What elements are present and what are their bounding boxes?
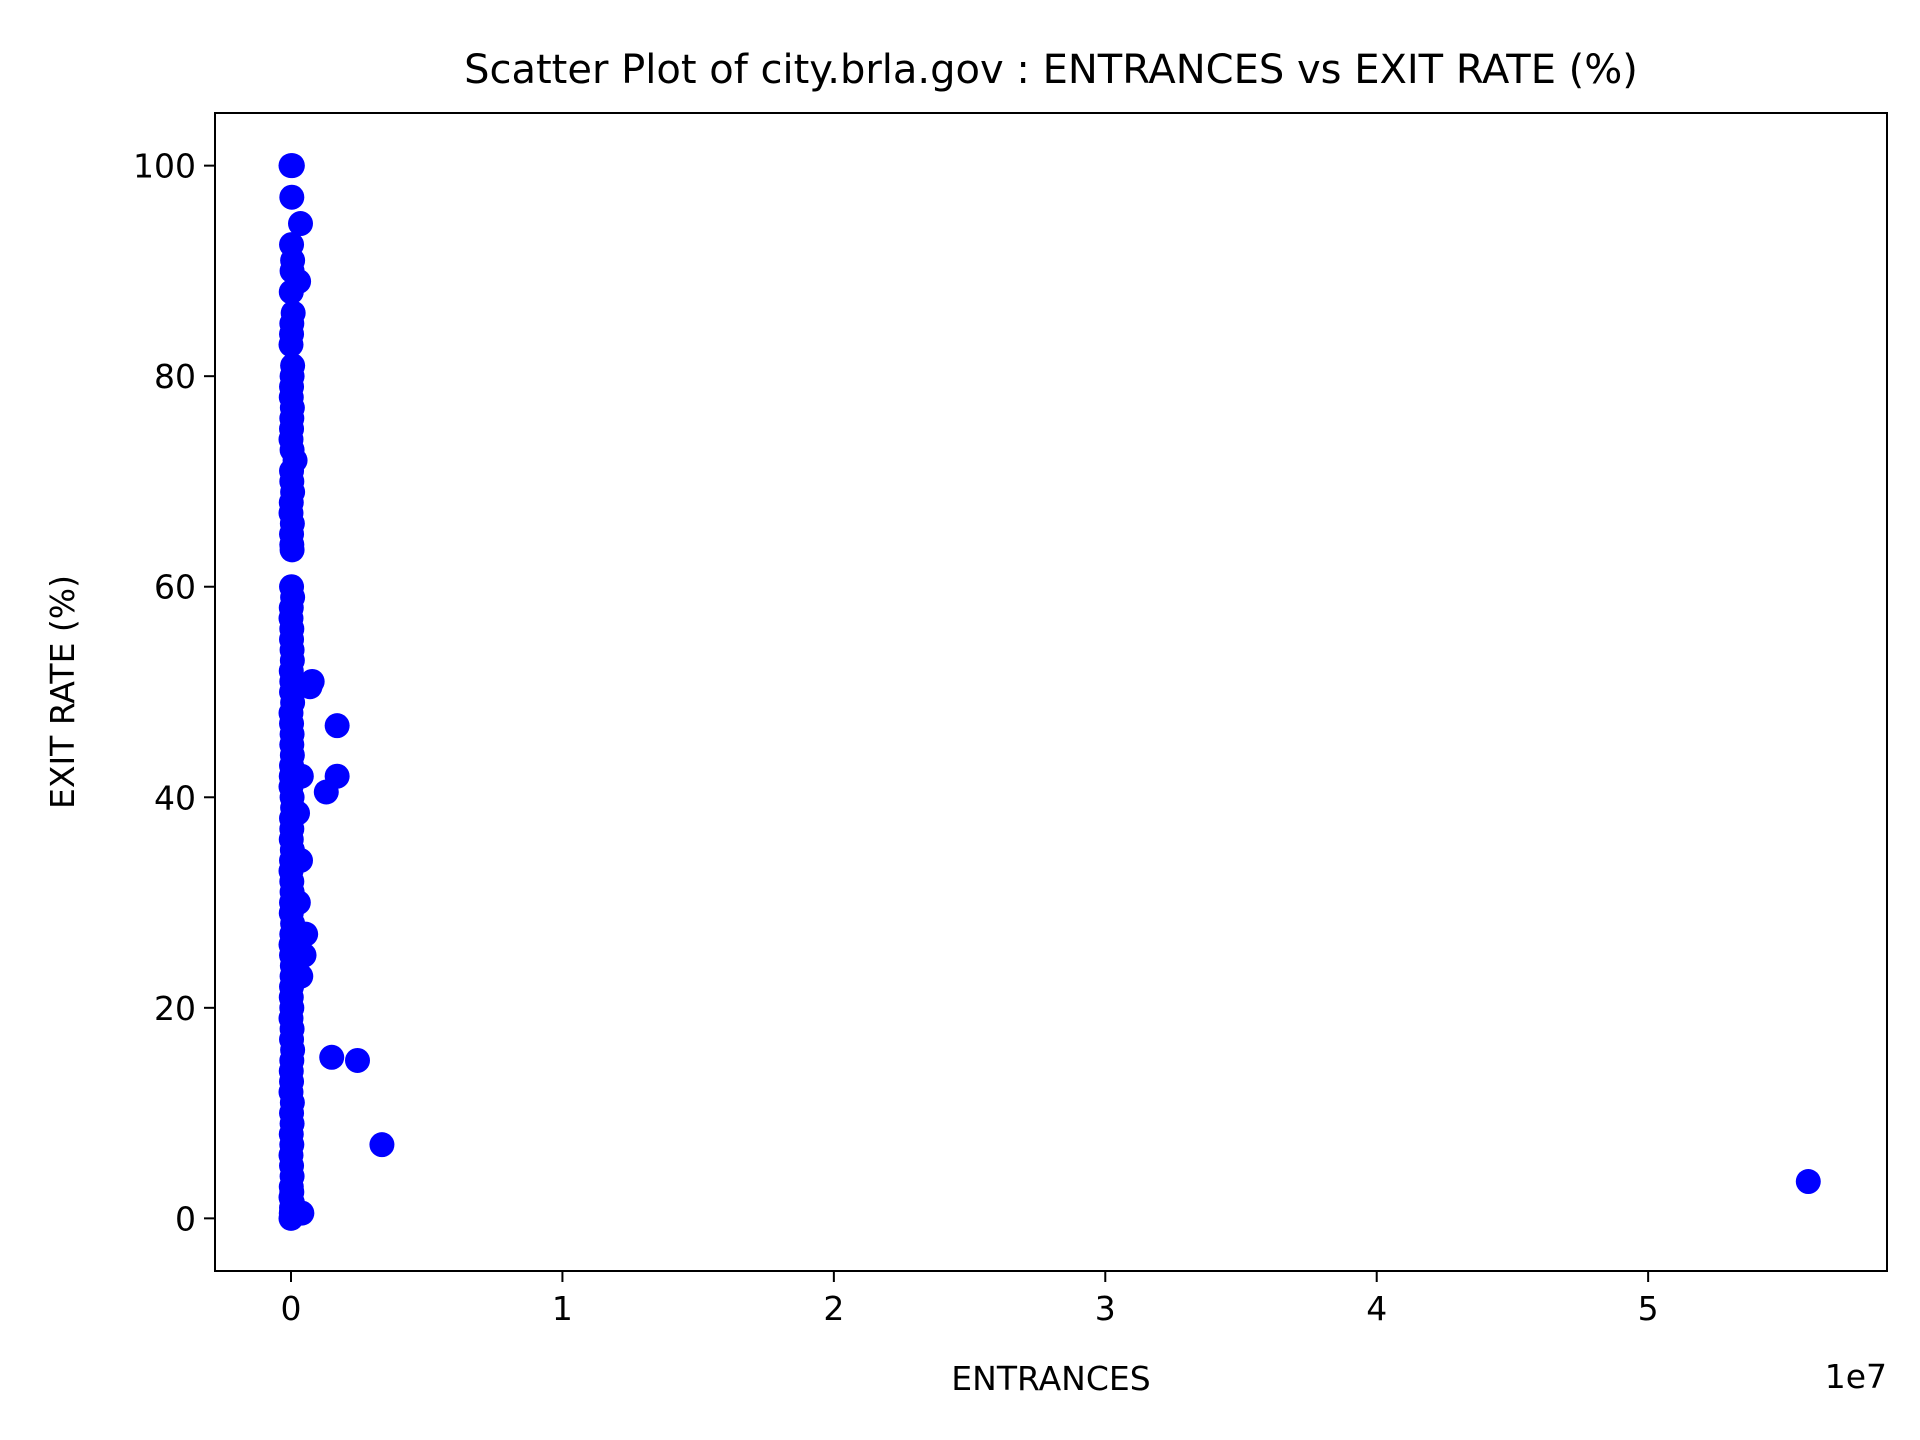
data-point bbox=[288, 963, 314, 989]
data-point bbox=[278, 332, 304, 358]
x-tick-label: 1 bbox=[552, 1289, 573, 1328]
x-tick-label: 2 bbox=[823, 1289, 844, 1328]
y-axis-ticks: 0 20 40 60 80 100 bbox=[133, 147, 215, 1238]
data-point bbox=[319, 1044, 345, 1070]
data-point bbox=[291, 942, 317, 968]
chart-title: Scatter Plot of city.brla.gov : ENTRANCE… bbox=[464, 47, 1638, 93]
data-point bbox=[279, 153, 305, 179]
y-tick-label: 80 bbox=[154, 357, 196, 396]
data-point bbox=[288, 763, 314, 789]
data-points bbox=[278, 153, 1821, 1231]
y-tick-label: 100 bbox=[133, 147, 196, 186]
data-point bbox=[369, 1132, 395, 1158]
x-tick-label: 5 bbox=[1638, 1289, 1659, 1328]
data-point bbox=[279, 258, 305, 284]
x-axis-offset-label: 1e7 bbox=[1825, 1357, 1887, 1396]
data-point bbox=[297, 674, 323, 700]
y-tick-label: 40 bbox=[154, 778, 196, 817]
data-point bbox=[313, 779, 339, 805]
data-point bbox=[288, 211, 313, 237]
data-point bbox=[288, 847, 313, 873]
data-point bbox=[285, 890, 311, 916]
plot-frame bbox=[214, 112, 1888, 1272]
x-tick-label: 0 bbox=[281, 1289, 302, 1328]
data-point bbox=[285, 800, 311, 826]
y-tick-label: 0 bbox=[175, 1199, 196, 1238]
data-point bbox=[324, 713, 350, 739]
x-axis-ticks: 0 1 2 3 4 5 bbox=[281, 1271, 1659, 1328]
data-point bbox=[1795, 1169, 1821, 1195]
x-tick-label: 4 bbox=[1366, 1289, 1387, 1328]
x-axis-label: ENTRANCES bbox=[951, 1359, 1150, 1398]
data-point bbox=[278, 279, 304, 305]
data-point bbox=[293, 921, 319, 947]
data-point bbox=[279, 184, 305, 210]
data-point bbox=[289, 1200, 315, 1226]
data-point bbox=[345, 1047, 370, 1073]
data-point bbox=[279, 537, 305, 563]
y-tick-label: 60 bbox=[154, 568, 196, 607]
y-axis-label: EXIT RATE (%) bbox=[43, 575, 82, 809]
x-tick-label: 3 bbox=[1095, 1289, 1116, 1328]
y-tick-label: 20 bbox=[154, 989, 196, 1028]
